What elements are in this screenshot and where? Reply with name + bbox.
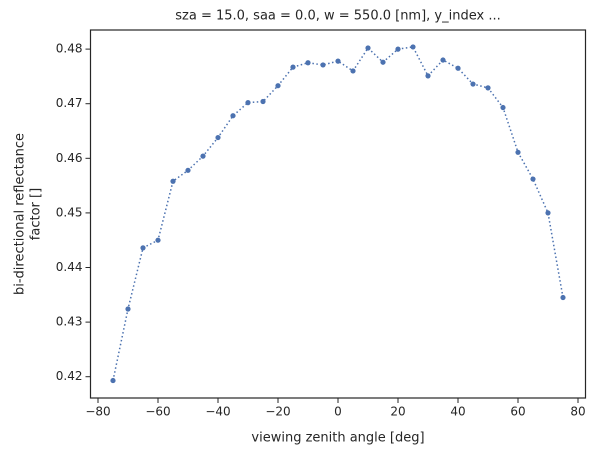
y-tick-label: 0.42 [56,369,83,383]
x-tick-label: 0 [334,405,342,419]
y-axis-label: bi-directional reflectance [13,133,28,295]
data-point [140,245,146,251]
data-point [245,100,251,106]
data-point [260,98,266,105]
data-line [112,46,564,381]
x-tick-label: −80 [85,405,110,419]
y-axis-label: factor [] [29,188,44,240]
data-point [485,85,491,91]
x-tick-label: 20 [390,405,405,419]
data-point [365,45,371,51]
x-tick-label: 80 [570,405,585,419]
y-tick-label: 0.46 [56,151,83,165]
data-point [515,149,521,155]
data-point [215,134,221,141]
x-tick-label: 40 [450,405,465,419]
data-point [155,237,161,243]
data-point [335,58,341,64]
data-point [410,44,416,50]
data-point [230,113,236,119]
data-point [110,377,116,384]
data-point [350,68,356,74]
data-point [275,83,281,89]
x-tick-label: −40 [205,405,230,419]
x-axis-label: viewing zenith angle [deg] [251,431,424,446]
data-point [440,57,446,63]
data-point [380,59,386,65]
data-point [200,153,206,159]
x-tick-label: −60 [145,405,170,419]
y-tick-label: 0.43 [56,315,83,329]
x-tick-label: −20 [265,405,290,419]
data-point [305,60,311,66]
plot-frame [89,29,587,399]
data-point [320,62,326,68]
data-point [290,64,296,70]
y-tick-label: 0.47 [56,96,83,110]
data-point [125,306,131,312]
x-tick-label: 60 [510,405,525,419]
y-tick-label: 0.45 [56,205,83,219]
data-point [560,294,566,301]
y-tick-label: 0.44 [56,260,83,274]
data-point [545,210,551,216]
data-point [530,176,536,182]
y-tick-label: 0.48 [56,42,83,56]
data-point [395,46,401,52]
data-point [425,73,431,79]
data-point [170,178,176,184]
chart-title: sza = 15.0, saa = 0.0, w = 550.0 [nm], y… [175,9,500,24]
data-point [455,65,461,71]
data-point [185,167,191,173]
data-point [470,81,476,87]
data-point [500,104,506,111]
